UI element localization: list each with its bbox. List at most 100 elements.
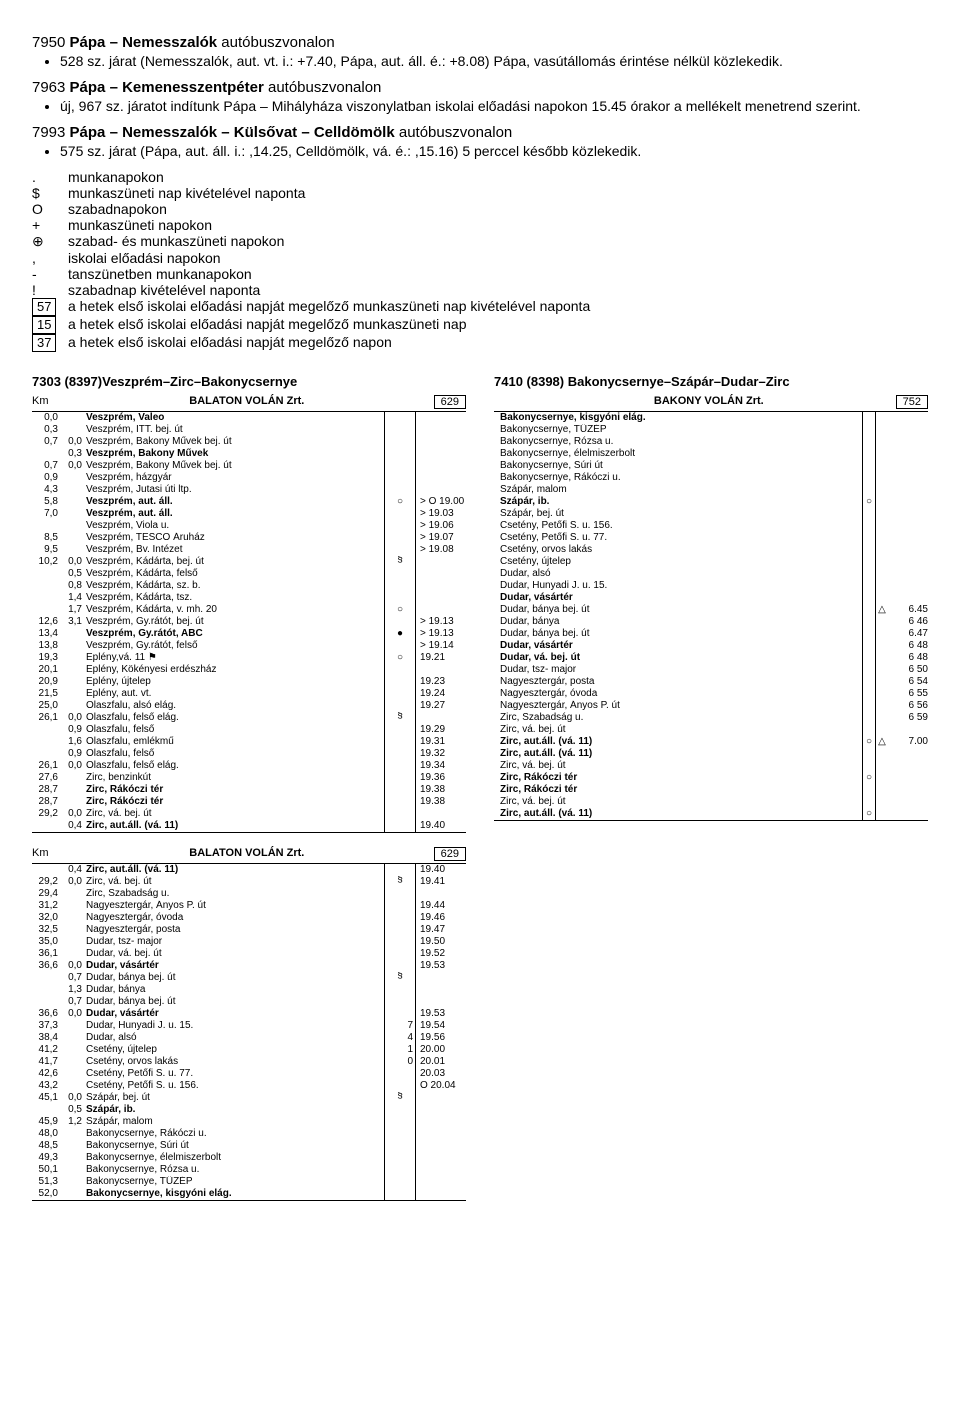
km2	[60, 484, 84, 496]
legend-text: munkaszüneti napokon	[68, 217, 212, 233]
sep-column	[385, 1140, 416, 1152]
km1: 19,3	[32, 652, 60, 664]
stop: Veszprém, házgyár	[84, 472, 385, 484]
sep-column: §	[385, 712, 416, 724]
sep-column	[385, 568, 416, 580]
km2: 0,4	[60, 864, 84, 877]
mark	[863, 724, 876, 736]
table-row: Szápár, ib.○	[494, 496, 928, 508]
stop: Zirc, vá. bej. út	[494, 760, 863, 772]
stop: Olaszfalu, felső elág.	[84, 760, 385, 772]
km2	[60, 676, 84, 688]
sym1	[876, 748, 889, 760]
km2: 1,4	[60, 592, 84, 604]
time	[888, 436, 928, 448]
dot-icon: ●	[397, 628, 403, 640]
company-name: BALATON VOLÁN Zrt.	[60, 395, 434, 409]
time: > 19.07	[416, 532, 467, 544]
km2	[60, 412, 84, 425]
stop: Veszprém, Bakony Művek bej. út	[84, 460, 385, 472]
schedule-block: KmBALATON VOLÁN Zrt.6290,0Veszprém, Vale…	[32, 395, 466, 833]
km2: 0,5	[60, 568, 84, 580]
route-title: 7950 Pápa – Nemesszalók autóbuszvonalon	[32, 34, 928, 51]
stop: Zirc, vá. bej. út	[494, 724, 863, 736]
table-row: 45,91,2Szápár, malom	[32, 1116, 466, 1128]
stop: Veszprém, Kádárta, bej. út	[84, 556, 385, 568]
stop: Veszprém, Kádárta, felső	[84, 568, 385, 580]
stop: Zirc, Rákóczi tér	[84, 784, 385, 796]
stop: Dudar, vásártér	[494, 640, 863, 652]
time: 19.29	[416, 724, 467, 736]
time: > 19.08	[416, 544, 467, 556]
sep-column: ●	[385, 628, 416, 640]
mark: 7	[407, 1020, 413, 1032]
table-row: Zirc, Rákóczi tér○	[494, 772, 928, 784]
km2: 1,2	[60, 1116, 84, 1128]
stop: Zirc, aut.áll. (vá. 11)	[84, 820, 385, 833]
table-row: 0,5Szápár, ib.	[32, 1104, 466, 1116]
legend-row: $munkaszüneti nap kivételével naponta	[32, 185, 928, 201]
sep-column	[385, 424, 416, 436]
sym1	[876, 676, 889, 688]
table-row: Csetény, Petőfi S. u. 156.	[494, 520, 928, 532]
legend-text: munkanapokon	[68, 169, 164, 185]
km2	[60, 628, 84, 640]
time: 19.56	[416, 1032, 467, 1044]
company-row: KmBALATON VOLÁN Zrt.629	[32, 395, 466, 409]
sym1	[876, 556, 889, 568]
stop: Olaszfalu, felső elág.	[84, 712, 385, 724]
table-row: 41,7Csetény, orvos lakás0 20.01	[32, 1056, 466, 1068]
stop: Veszprém, Kádárta, sz. b.	[84, 580, 385, 592]
time	[416, 1152, 467, 1164]
time	[888, 772, 928, 784]
mark	[863, 448, 876, 460]
sep-column	[385, 448, 416, 460]
km-label: Km	[32, 847, 60, 861]
km1: 41,7	[32, 1056, 60, 1068]
table-row: 27,6Zirc, benzinkút 19.36	[32, 772, 466, 784]
km1	[32, 972, 60, 984]
table-row: 0,4Zirc, aut.áll. (vá. 11) 19.40	[32, 820, 466, 833]
stop: Eplény, Kökényesi erdészház	[84, 664, 385, 676]
table-row: 0,8Veszprém, Kádárta, sz. b.	[32, 580, 466, 592]
legend-symbol: 37	[32, 334, 68, 352]
km2	[60, 1068, 84, 1080]
table-row: Bakonycsernye, kisgyóni elág.	[494, 412, 928, 425]
time: 6 59	[888, 712, 928, 724]
km2	[60, 1176, 84, 1188]
km2: 0,0	[60, 808, 84, 820]
table-row: 0,9Veszprém, házgyár	[32, 472, 466, 484]
mark	[863, 652, 876, 664]
time: O 20.04	[416, 1080, 467, 1092]
sep-column	[385, 820, 416, 833]
sep-column	[385, 960, 416, 972]
km1: 0,7	[32, 460, 60, 472]
km2	[60, 1044, 84, 1056]
km2: 0,0	[60, 1008, 84, 1020]
time	[888, 496, 928, 508]
table-row: Nagyesztergár, óvoda6 55	[494, 688, 928, 700]
km1: 31,2	[32, 900, 60, 912]
stop: Nagyesztergár, posta	[84, 924, 385, 936]
route-bullets: 528 sz. járat (Nemesszalók, aut. vt. i.:…	[60, 53, 928, 69]
km1: 8,5	[32, 532, 60, 544]
table-row: Zirc, aut.áll. (vá. 11)	[494, 748, 928, 760]
stop: Szápár, ib.	[84, 1104, 385, 1116]
sep-column	[385, 1164, 416, 1176]
km1: 43,2	[32, 1080, 60, 1092]
stop: Zirc, Rákóczi tér	[494, 772, 863, 784]
legend-boxed-symbol: 57	[32, 298, 56, 316]
time	[416, 1116, 467, 1128]
km1: 10,2	[32, 556, 60, 568]
time: 19.38	[416, 784, 467, 796]
km2	[60, 472, 84, 484]
time	[888, 412, 928, 425]
sym1	[876, 580, 889, 592]
time: > 19.13	[416, 628, 467, 640]
km2	[60, 924, 84, 936]
sym1	[876, 724, 889, 736]
mark	[863, 484, 876, 496]
time: 19.38	[416, 796, 467, 808]
sep-column: 4	[385, 1032, 416, 1044]
time	[888, 460, 928, 472]
